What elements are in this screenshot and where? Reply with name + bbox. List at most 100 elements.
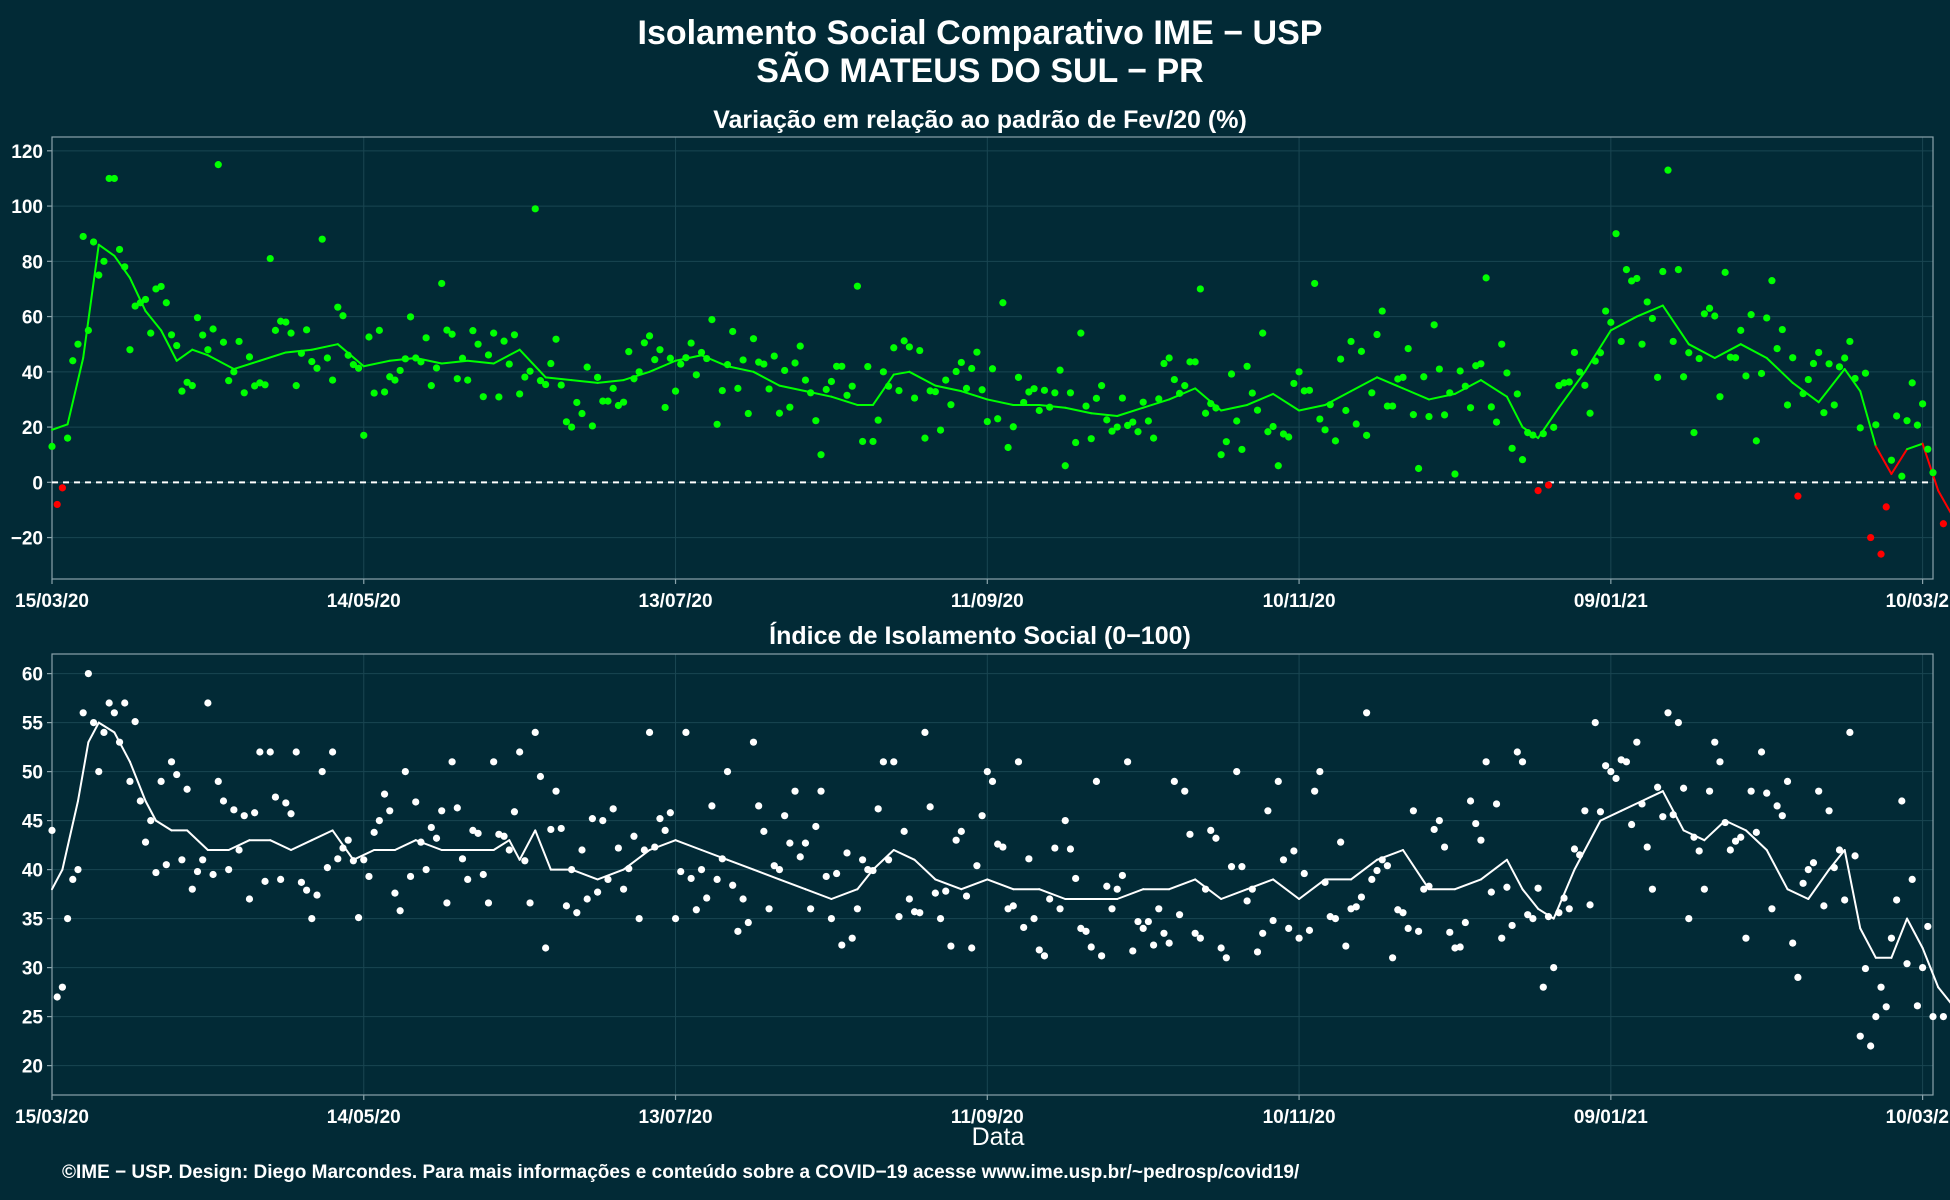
rolling-mean-segment: [1859, 927, 1877, 959]
data-point: [1196, 934, 1204, 942]
data-point: [251, 809, 259, 817]
data-point: [1908, 875, 1916, 884]
rolling-mean-segment: [830, 395, 859, 406]
data-point: [936, 426, 945, 434]
data-point: [900, 337, 908, 345]
data-point: [671, 387, 680, 395]
rolling-mean-segment: [892, 370, 911, 376]
data-point: [1046, 895, 1054, 903]
data-point: [542, 944, 550, 952]
x-axis-label: Data: [972, 1123, 1025, 1151]
data-point: [921, 434, 929, 442]
data-point: [1020, 923, 1028, 932]
rolling-mean-segment: [492, 348, 521, 365]
data-point: [1602, 762, 1610, 770]
rolling-mean-segment: [596, 868, 625, 881]
data-point: [978, 386, 986, 394]
data-point: [1394, 375, 1402, 383]
rolling-mean-segment: [51, 423, 69, 431]
rolling-mean-segment: [144, 310, 163, 332]
rolling-mean-segment: [986, 398, 1015, 406]
data-point: [661, 403, 669, 412]
data-point: [1742, 372, 1750, 380]
data-point: [1477, 836, 1485, 844]
data-point: [1435, 817, 1443, 825]
data-point: [1820, 902, 1828, 910]
data-point: [1846, 337, 1854, 346]
data-point: [209, 870, 217, 879]
data-point: [890, 758, 898, 766]
y-tick-label: 35: [22, 910, 44, 931]
data-point: [1035, 406, 1043, 415]
rolling-mean-segment: [269, 839, 293, 851]
data-point: [812, 417, 820, 425]
data-point: [1456, 367, 1464, 375]
data-point: [526, 899, 534, 907]
rolling-mean-segment: [892, 849, 916, 861]
data-point: [438, 279, 446, 288]
data-point: [588, 815, 596, 823]
data-point: [1144, 917, 1152, 926]
rolling-mean-segment: [1453, 878, 1482, 891]
data-point: [1342, 942, 1350, 950]
data-point: [110, 174, 118, 183]
data-point: [1123, 421, 1132, 430]
data-point: [1648, 314, 1657, 323]
data-point: [360, 856, 368, 864]
data-point: [1337, 838, 1345, 846]
rolling-mean-segment: [87, 721, 100, 744]
x-tick-label: 14/05/20: [327, 1107, 401, 1128]
data-point: [1804, 866, 1812, 874]
data-point: [136, 299, 144, 307]
data-point: [427, 823, 435, 832]
data-point: [188, 885, 196, 893]
data-point: [131, 718, 139, 726]
data-point: [199, 856, 207, 864]
data-point: [1856, 424, 1864, 432]
data-point: [874, 416, 882, 424]
data-point: [235, 337, 243, 346]
data-point: [718, 855, 726, 863]
x-tick-label: 10/11/20: [1263, 1107, 1336, 1128]
chart-title-line2: SÃO MATEUS DO SUL − PR: [756, 52, 1203, 90]
data-point: [1207, 826, 1215, 835]
data-point: [500, 832, 508, 840]
data-point: [812, 822, 820, 831]
data-point: [391, 889, 399, 897]
rolling-mean-segment: [352, 849, 376, 861]
rolling-mean-segment: [1401, 849, 1430, 891]
data-point: [1181, 382, 1189, 390]
data-point: [713, 420, 721, 428]
data-point: [458, 354, 467, 362]
data-point: [1747, 787, 1755, 795]
data-point: [1118, 871, 1127, 880]
data-point: [58, 484, 66, 492]
data-point: [1191, 358, 1199, 366]
data-point: [105, 699, 113, 707]
data-point: [775, 409, 784, 417]
data-point: [1472, 819, 1480, 828]
data-point: [1056, 905, 1064, 913]
data-point: [1440, 411, 1449, 419]
data-point: [765, 385, 773, 393]
data-point: [661, 826, 669, 835]
data-point: [1020, 398, 1028, 407]
rolling-mean-segment: [1807, 868, 1831, 900]
data-point: [858, 856, 867, 864]
data-point: [1373, 330, 1381, 339]
data-point: [921, 728, 929, 737]
data-point: [1217, 944, 1225, 952]
data-point: [1721, 818, 1729, 827]
data-point: [1363, 431, 1371, 439]
data-point: [1113, 885, 1121, 893]
data-point: [495, 393, 503, 401]
data-point: [1752, 437, 1760, 445]
data-point: [1420, 373, 1428, 381]
data-point: [479, 870, 487, 879]
rolling-mean-segment: [986, 878, 1015, 891]
data-point: [1887, 934, 1896, 942]
data-point: [770, 352, 778, 360]
data-point: [1799, 390, 1807, 398]
data-point: [1690, 833, 1698, 841]
